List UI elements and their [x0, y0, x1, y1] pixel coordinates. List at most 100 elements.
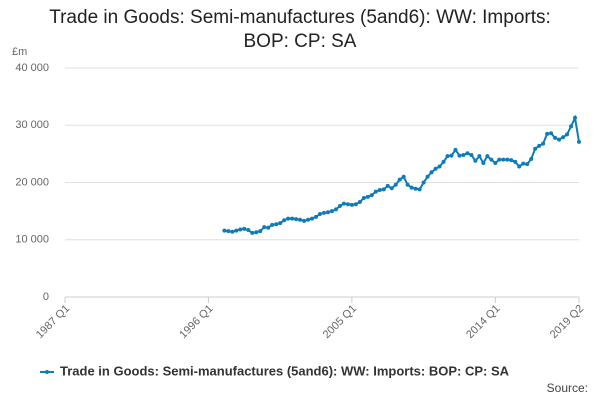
- data-point: [481, 161, 486, 166]
- chart-title: Trade in Goods: Semi-manufactures (5and6…: [49, 7, 551, 52]
- data-point: [306, 217, 311, 222]
- legend-marker: [45, 370, 49, 374]
- data-point: [290, 216, 295, 221]
- data-point: [577, 139, 581, 144]
- data-point: [525, 162, 530, 167]
- data-point: [294, 217, 299, 222]
- data-point: [409, 185, 414, 190]
- data-point: [242, 226, 247, 231]
- data-point: [234, 228, 239, 233]
- data-point: [489, 157, 494, 162]
- x-tick-label: 2005 Q1: [321, 303, 359, 341]
- data-point: [345, 202, 350, 207]
- y-tick-label: 40 000: [15, 62, 49, 74]
- data-point: [353, 202, 358, 207]
- data-point: [325, 210, 330, 215]
- data-point: [381, 187, 386, 192]
- data-point: [517, 164, 522, 169]
- data-point: [537, 143, 542, 148]
- data-point: [413, 186, 418, 191]
- data-point: [441, 159, 446, 164]
- data-point: [250, 230, 255, 235]
- data-point: [405, 182, 410, 187]
- data-point: [393, 182, 398, 187]
- data-point: [373, 189, 378, 194]
- data-point: [533, 146, 538, 151]
- data-point: [226, 229, 231, 234]
- x-tick-label: 2019 Q2: [548, 303, 586, 341]
- data-point: [477, 154, 482, 159]
- data-point: [266, 225, 271, 230]
- data-point: [421, 180, 426, 185]
- data-point: [465, 151, 470, 156]
- data-point: [469, 153, 474, 158]
- data-point: [365, 194, 370, 199]
- data-point: [529, 157, 534, 162]
- x-tick-label: 2014 Q1: [464, 303, 502, 341]
- data-point: [541, 141, 546, 146]
- data-point: [397, 177, 402, 182]
- data-point: [485, 154, 490, 159]
- data-point: [302, 218, 307, 223]
- data-point: [493, 161, 498, 166]
- data-point: [389, 186, 394, 191]
- data-point: [341, 201, 346, 206]
- data-point: [513, 159, 518, 164]
- data-point: [401, 174, 406, 179]
- y-tick-label: 30 000: [15, 119, 49, 131]
- data-point: [449, 153, 454, 158]
- data-point: [573, 115, 578, 120]
- y-unit: £m: [12, 46, 27, 58]
- data-point: [270, 222, 275, 227]
- data-point: [461, 153, 466, 158]
- data-point: [262, 225, 267, 230]
- data-point: [369, 193, 374, 198]
- x-tick-label: 1987 Q1: [34, 303, 72, 341]
- data-point: [501, 157, 506, 162]
- data-point: [377, 187, 382, 192]
- data-point: [333, 207, 338, 212]
- data-line: [224, 114, 580, 234]
- data-point: [357, 199, 362, 204]
- data-point: [282, 218, 287, 223]
- data-point: [545, 131, 550, 136]
- data-point: [561, 135, 566, 140]
- y-tick-label: 10 000: [15, 234, 49, 246]
- data-point: [521, 161, 526, 166]
- data-point: [238, 227, 243, 232]
- data-point: [553, 135, 558, 140]
- data-point: [445, 154, 450, 159]
- x-tick-label: 1996 Q1: [177, 303, 215, 341]
- data-point: [329, 209, 334, 214]
- y-tick-label: 0: [43, 291, 49, 303]
- data-point: [318, 211, 323, 216]
- data-point: [337, 203, 342, 208]
- data-point: [565, 132, 570, 137]
- data-point: [286, 216, 291, 221]
- data-point: [505, 157, 510, 162]
- y-tick-label: 20 000: [15, 176, 49, 188]
- data-point: [349, 202, 354, 207]
- data-point: [258, 229, 263, 234]
- data-point: [314, 214, 319, 219]
- source: Source:: [547, 381, 588, 395]
- data-point: [437, 164, 442, 169]
- data-point: [274, 222, 279, 227]
- data-point: [457, 153, 462, 158]
- data-point: [254, 230, 259, 235]
- data-point: [310, 216, 315, 221]
- data-point: [230, 229, 235, 234]
- data-point: [549, 131, 554, 136]
- data-point: [425, 174, 430, 179]
- data-point: [569, 124, 574, 129]
- data-point: [433, 166, 438, 171]
- data-point: [385, 183, 390, 188]
- data-point: [321, 210, 326, 215]
- data-point: [361, 195, 366, 200]
- legend-label: Trade in Goods: Semi-manufactures (5and6…: [60, 363, 510, 378]
- data-point: [222, 228, 227, 233]
- data-point: [473, 158, 478, 163]
- data-point: [246, 228, 251, 233]
- data-point: [497, 157, 502, 162]
